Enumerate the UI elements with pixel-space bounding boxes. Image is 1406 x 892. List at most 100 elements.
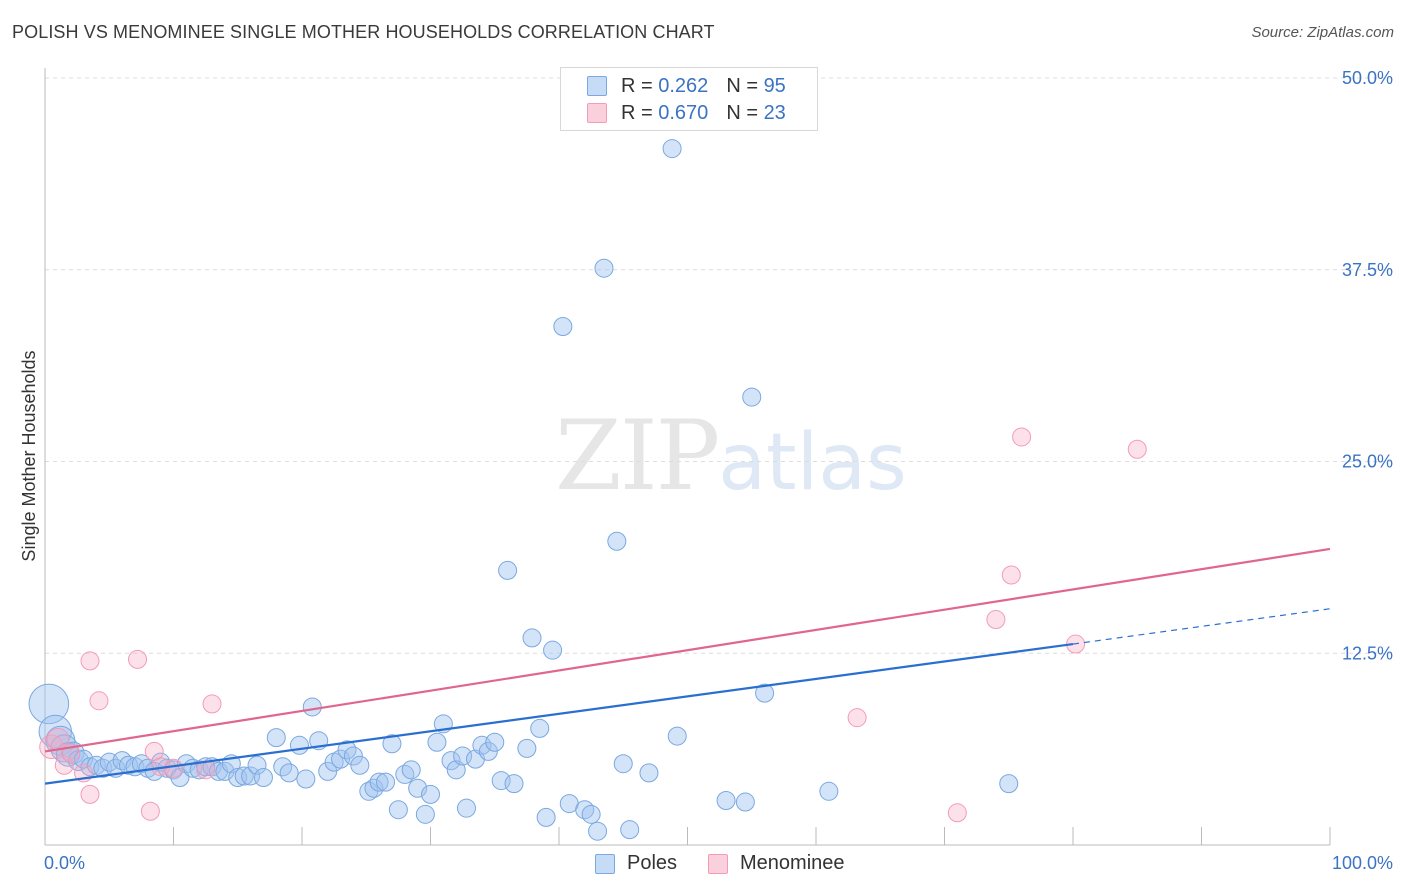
data-point-poles: [289, 735, 309, 755]
source-label: Source: ZipAtlas.com: [1251, 24, 1394, 41]
data-point-poles: [427, 732, 447, 752]
data-point-poles: [522, 628, 542, 648]
data-point-menominee: [1001, 565, 1021, 585]
data-point-poles: [415, 804, 435, 824]
watermark-atlas: atlas: [718, 418, 907, 508]
data-point-poles: [302, 697, 322, 717]
legend-row-poles: R = 0.262 N = 95: [587, 73, 786, 99]
series-legend: Poles Menominee: [0, 852, 1406, 876]
legend-swatch-poles: [587, 76, 607, 96]
data-point-poles: [279, 763, 299, 783]
y-axis-label: Single Mother Households: [19, 350, 39, 561]
data-point-poles: [382, 734, 402, 754]
data-point-poles: [536, 807, 556, 827]
legend-swatch-menominee: [587, 103, 607, 123]
x-tick-label: 0.0%: [44, 853, 85, 873]
legend-item-poles[interactable]: Poles: [595, 852, 677, 875]
watermark: ZIPatlas: [555, 400, 907, 512]
data-point-poles: [588, 821, 608, 841]
data-point-poles: [485, 732, 505, 752]
data-point-poles: [453, 746, 473, 766]
data-point-poles: [331, 749, 351, 769]
data-point-poles: [170, 768, 190, 788]
data-point-poles: [350, 755, 370, 775]
data-point-poles: [408, 778, 428, 798]
chart-title: POLISH VS MENOMINEE SINGLE MOTHER HOUSEH…: [12, 22, 715, 42]
data-point-poles: [819, 781, 839, 801]
data-point-poles: [247, 755, 267, 775]
data-point-poles: [401, 760, 421, 780]
y-tick-label: 25.0%: [1342, 452, 1393, 472]
data-point-poles: [441, 751, 461, 771]
legend-r-label: R =: [621, 74, 653, 97]
data-point-menominee: [80, 784, 100, 804]
data-point-poles: [594, 258, 614, 278]
legend-item-menominee[interactable]: Menominee: [708, 852, 845, 875]
data-point-poles: [388, 800, 408, 820]
trend-line-poles: [44, 642, 1074, 785]
data-point-menominee: [164, 758, 183, 778]
data-point-menominee: [847, 708, 867, 728]
legend-r-value: 0.262: [658, 74, 709, 97]
data-point-menominee: [128, 649, 148, 669]
data-point-poles: [755, 683, 775, 703]
data-point-poles: [376, 772, 396, 792]
data-point-poles: [517, 738, 537, 758]
data-point-menominee: [986, 610, 1006, 630]
legend-label-poles: Poles: [627, 852, 678, 874]
data-point-poles: [553, 317, 573, 337]
data-point-poles: [253, 768, 273, 788]
trend-line-menominee: [44, 547, 1331, 753]
watermark-zip: ZIP: [555, 400, 720, 512]
y-tick-label: 50.0%: [1342, 68, 1393, 88]
data-point-poles: [234, 766, 254, 786]
data-point-poles: [296, 769, 316, 789]
data-point-poles: [607, 531, 627, 551]
data-point-poles: [999, 774, 1019, 794]
data-point-poles: [498, 560, 518, 580]
y-tick-label: 37.5%: [1342, 260, 1393, 280]
data-point-menominee: [39, 734, 64, 760]
x-tick-label: 100.0%: [1332, 853, 1393, 873]
data-point-poles: [639, 763, 659, 783]
legend-label-menominee: Menominee: [740, 852, 845, 874]
data-point-poles: [369, 772, 389, 792]
legend-row-menominee: R = 0.670 N = 23: [587, 100, 786, 126]
data-point-menominee: [1012, 427, 1032, 447]
legend-n-value: 23: [763, 101, 786, 124]
data-point-menominee: [1127, 439, 1147, 459]
data-point-poles: [662, 139, 682, 159]
data-point-poles: [446, 760, 466, 780]
legend-r-value: 0.670: [658, 101, 709, 124]
data-point-menominee: [140, 801, 160, 821]
stats-legend: R = 0.262 N = 95 R = 0.670 N = 23: [560, 67, 818, 131]
data-point-menominee: [947, 803, 967, 823]
data-point-poles: [28, 683, 70, 725]
data-point-poles: [543, 640, 563, 660]
data-point-poles: [620, 820, 640, 840]
data-point-poles: [491, 771, 511, 791]
y-tick-label: 12.5%: [1342, 643, 1393, 663]
data-point-poles: [364, 778, 384, 798]
data-point-poles: [735, 792, 755, 812]
data-point-poles: [613, 754, 633, 774]
data-point-poles: [215, 761, 235, 781]
legend-swatch-menominee: [708, 853, 728, 874]
legend-n-label: N =: [726, 101, 758, 124]
data-point-poles: [667, 726, 687, 746]
legend-n-label: N =: [726, 74, 758, 97]
data-point-poles: [318, 761, 338, 781]
legend-r-label: R =: [621, 101, 653, 124]
data-point-poles: [742, 387, 762, 407]
legend-n-value: 95: [763, 74, 786, 97]
data-point-poles: [504, 774, 524, 794]
data-point-poles: [530, 718, 550, 738]
trend-line-extension-poles: [1072, 608, 1331, 645]
data-point-poles: [581, 804, 601, 824]
data-point-poles: [343, 746, 363, 766]
data-point-menominee: [54, 755, 74, 775]
data-point-poles: [478, 741, 498, 761]
data-point-menominee: [202, 694, 222, 714]
data-point-poles: [266, 728, 286, 748]
